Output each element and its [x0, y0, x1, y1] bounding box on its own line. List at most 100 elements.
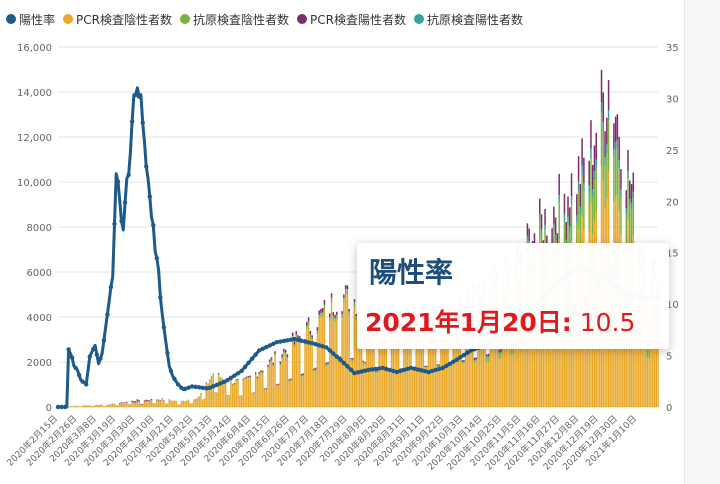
bar-segment — [441, 319, 444, 407]
bar-segment — [591, 196, 594, 235]
bar-segment — [364, 362, 366, 364]
bar-segment — [175, 401, 177, 407]
legend-item[interactable]: 陽性率 — [6, 11, 55, 28]
positivity-point — [55, 404, 61, 410]
bar-segment — [270, 359, 273, 362]
positivity-point — [458, 355, 463, 360]
bar-segment — [606, 153, 608, 200]
y-left-tick: 10,000 — [17, 178, 52, 189]
positivity-point — [278, 339, 283, 344]
bar-segment — [595, 168, 597, 212]
bar-segment — [473, 360, 476, 363]
positivity-point — [267, 343, 272, 348]
bar-segment — [269, 361, 271, 364]
y-right-tick: 5 — [666, 352, 672, 363]
y-axis-right: 0 5 10 15 20 25 30 35 — [666, 43, 679, 414]
legend-label: PCR検査陰性者数 — [76, 12, 172, 27]
bar-segment — [313, 368, 315, 371]
bar-segment — [563, 193, 566, 214]
bar-segment — [590, 158, 592, 203]
bar-segment — [261, 372, 264, 374]
bar-segment — [321, 307, 324, 313]
bar-segment — [260, 373, 262, 407]
bar-segment — [579, 213, 582, 249]
bar-segment — [152, 404, 155, 407]
bar-segment — [309, 337, 312, 407]
positivity-point — [94, 352, 100, 357]
bar-segment — [553, 206, 555, 225]
bar-segment — [124, 403, 126, 407]
bar-segment — [263, 388, 266, 390]
positivity-point — [249, 356, 255, 361]
positivity-point — [73, 365, 78, 371]
bar-segment — [219, 379, 222, 407]
bar-segment — [306, 321, 308, 326]
bar-segment — [253, 392, 255, 393]
y-right-tick: 25 — [666, 146, 679, 157]
positivity-point — [454, 357, 460, 362]
y-right-tick: 20 — [666, 197, 679, 208]
bar-segment — [226, 395, 229, 407]
positivity-point — [200, 385, 205, 390]
stacked-bars[interactable] — [59, 69, 659, 407]
bar-segment — [288, 380, 290, 382]
bar-segment — [119, 403, 121, 404]
legend-item[interactable]: 抗原検査陰性者数 — [179, 11, 289, 28]
positivity-point — [122, 200, 128, 205]
positivity-point — [76, 372, 82, 378]
bar-segment — [311, 341, 313, 407]
positivity-point — [440, 365, 445, 371]
bar-segment — [627, 171, 629, 179]
bar-segment — [85, 405, 87, 407]
bar-segment — [528, 228, 530, 241]
bar-segment — [477, 295, 479, 407]
legend-item[interactable]: 抗原検査陽性者数 — [413, 11, 523, 28]
bar-segment — [560, 340, 562, 407]
bar-segment — [209, 381, 211, 407]
bar-segment — [256, 378, 259, 407]
bar-segment — [83, 405, 86, 407]
bar-segment — [187, 400, 190, 407]
y-axis-left: 0 2000 4000 6000 8000 10,000 12,000 14,000 16,00… — [17, 43, 52, 414]
bar-segment — [410, 320, 412, 407]
bar-segment — [576, 222, 578, 256]
y-left-tick: 6000 — [27, 268, 52, 279]
bar-segment — [327, 365, 329, 407]
positivity-point — [242, 364, 248, 370]
bar-segment — [473, 359, 476, 361]
bar-segment — [269, 359, 271, 362]
bar-segment — [246, 378, 248, 407]
bar-segment — [569, 207, 571, 227]
positivity-point — [429, 368, 435, 374]
bar-segment — [290, 380, 292, 382]
bar-segment — [89, 405, 91, 407]
bar-segment — [177, 404, 179, 407]
positivity-point — [108, 284, 114, 290]
bar-segment — [212, 374, 215, 376]
positivity-point — [228, 375, 234, 381]
bar-segment — [320, 317, 322, 407]
bar-segment — [263, 389, 266, 391]
tooltip-title: 陽性率 — [369, 256, 454, 289]
bar-segment — [140, 404, 142, 407]
bar-segment — [133, 401, 135, 403]
bar-segment — [366, 320, 368, 407]
legend-item[interactable]: PCR検査陽性者数 — [297, 11, 406, 28]
bar-segment — [297, 341, 299, 407]
bar-segment — [115, 405, 117, 407]
bar-segment — [249, 376, 252, 378]
bar-segment — [336, 315, 338, 320]
bar-segment — [489, 293, 492, 407]
positivity-point — [419, 368, 424, 373]
legend-item[interactable]: PCR検査陰性者数 — [63, 11, 172, 28]
positivity-point — [309, 341, 315, 346]
bar-segment — [449, 365, 451, 407]
positivity-point — [327, 348, 332, 353]
bar-segment — [629, 205, 631, 242]
positivity-point — [66, 347, 71, 352]
bar-segment — [157, 399, 160, 401]
bar-segment — [244, 379, 246, 407]
positivity-point — [408, 365, 414, 371]
bar-segment — [581, 138, 583, 166]
bar-segment — [316, 334, 319, 407]
